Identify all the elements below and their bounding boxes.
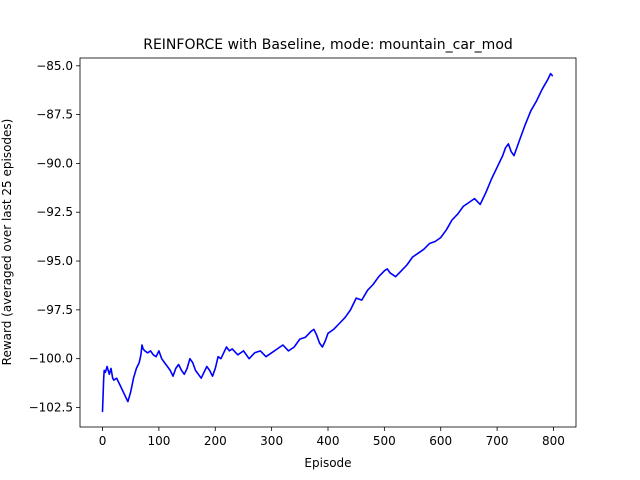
x-tick-label: 200 (204, 434, 227, 448)
y-tick-label: −87.5 (36, 108, 73, 122)
y-axis-ticks: −102.5 −100.0 −97.5 −95.0 −92.5 −90.0 −87.5 −85… (29, 59, 80, 414)
y-tick-label: −97.5 (36, 303, 73, 317)
y-tick-label: −95.0 (36, 254, 73, 268)
series-line (101, 72, 554, 413)
y-tick-label: −100.0 (29, 352, 73, 366)
y-tick-label: −92.5 (36, 205, 73, 219)
x-axis-label: Episode (304, 456, 351, 470)
x-tick-label: 800 (542, 434, 565, 448)
x-tick-label: 400 (317, 434, 340, 448)
x-tick-label: 300 (260, 434, 283, 448)
x-tick-label: 600 (429, 434, 452, 448)
x-tick-label: 0 (99, 434, 107, 448)
y-axis-label: Reward (averaged over last 25 episodes) (0, 119, 14, 366)
x-tick-label: 100 (147, 434, 170, 448)
x-tick-label: 500 (373, 434, 396, 448)
x-axis-ticks: 0 100 200 300 400 500 600 700 800 (99, 427, 565, 448)
y-tick-label: −90.0 (36, 156, 73, 170)
y-tick-label: −85.0 (36, 59, 73, 73)
x-tick-label: 700 (486, 434, 509, 448)
y-tick-label: −102.5 (29, 400, 73, 414)
chart-title: REINFORCE with Baseline, mode: mountain_… (143, 37, 513, 53)
